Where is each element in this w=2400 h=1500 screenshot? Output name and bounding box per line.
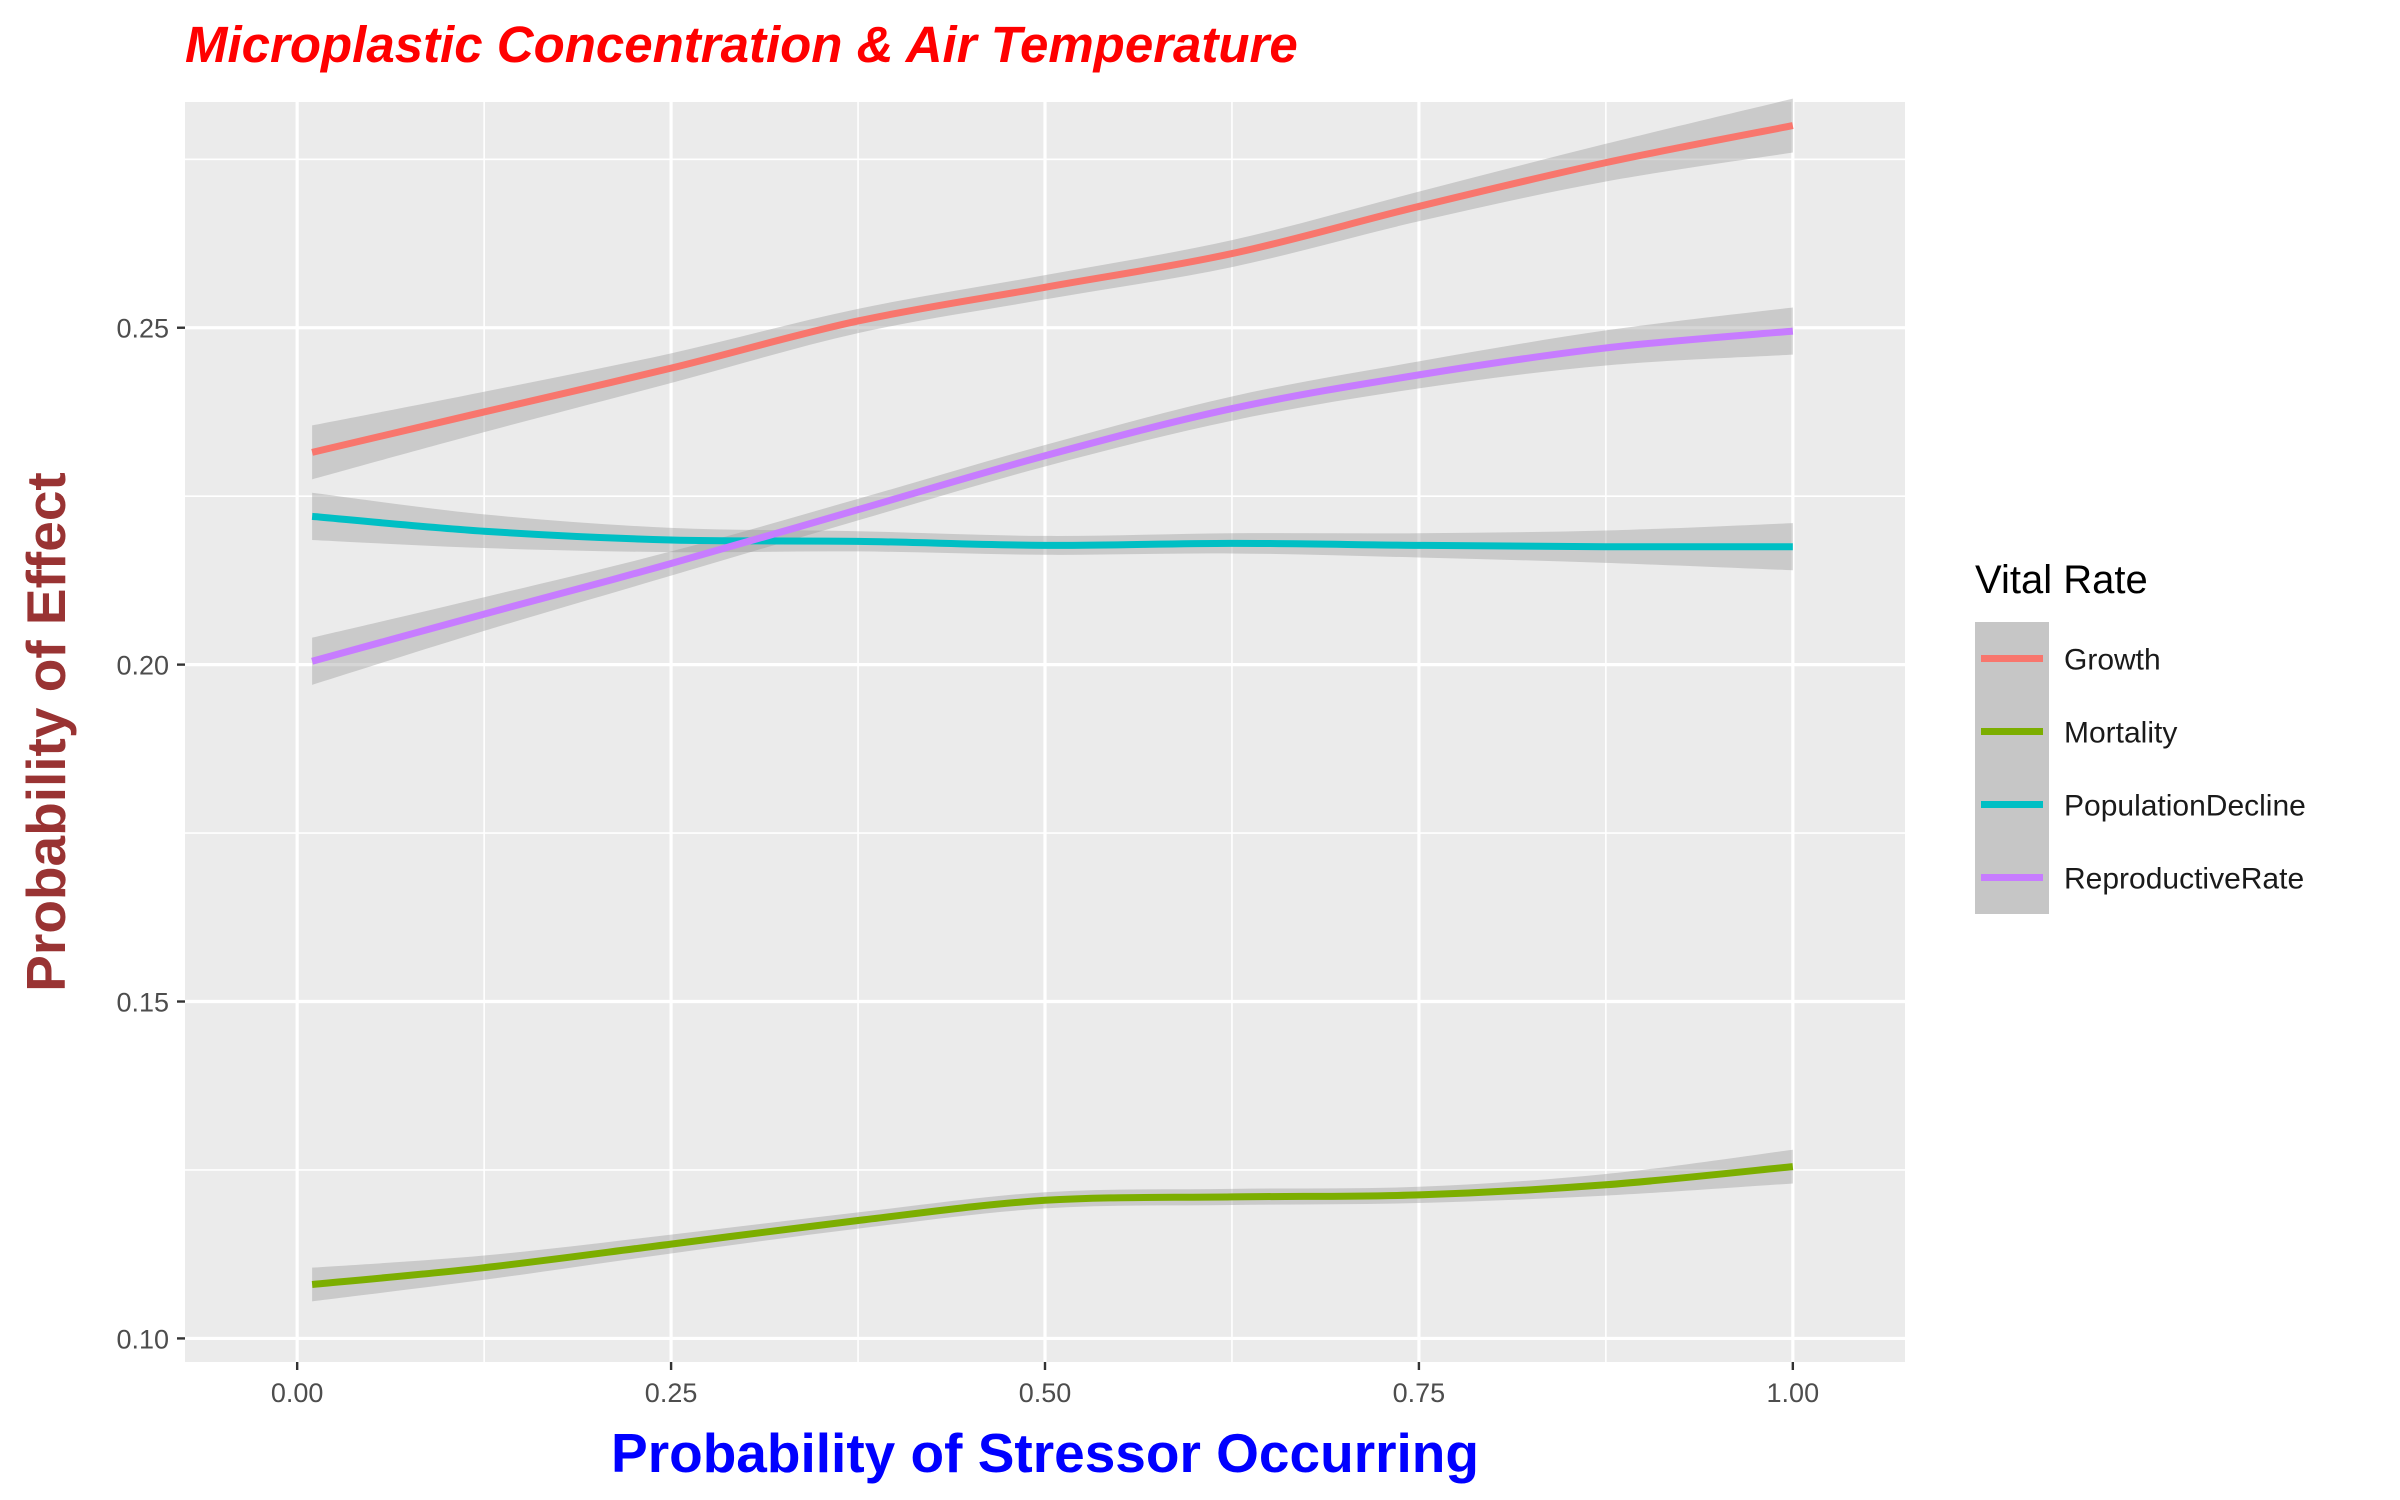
x-tick-label: 0.00 [271, 1378, 324, 1408]
legend-label-mortality: Mortality [2064, 717, 2177, 750]
series-lines [311, 122, 1794, 1288]
legend-items: Growth Mortality PopulationDecline Reproduc… [1975, 622, 2306, 914]
legend: Vital Rate Growth Mortality PopulationDecl… [1975, 558, 2306, 914]
y-axis-ticks: 0.10 0.15 0.20 0.25 [116, 314, 185, 1354]
y-tick-label: 0.15 [116, 988, 169, 1018]
series-line-reproductiverate [311, 327, 1794, 665]
x-tick-label: 0.25 [645, 1378, 698, 1408]
band-mortality [312, 1149, 1793, 1302]
x-tick-label: 0.75 [1393, 1378, 1446, 1408]
band-populationdecline [312, 492, 1793, 571]
legend-label-growth: Growth [2064, 644, 2161, 677]
x-axis-title: Probability of Stressor Occurring [611, 1422, 1479, 1484]
y-tick-label: 0.20 [116, 651, 169, 681]
legend-title: Vital Rate [1975, 558, 2148, 602]
legend-label-reproductiverate: ReproductiveRate [2064, 863, 2304, 896]
chart-title: Microplastic Concentration & Air Tempera… [185, 16, 1298, 73]
series-line-mortality [311, 1163, 1794, 1288]
x-axis-ticks: 0.00 0.25 0.50 0.75 1.00 [271, 1362, 1819, 1408]
y-tick-label: 0.10 [116, 1324, 169, 1354]
legend-label-populationdecline: PopulationDecline [2064, 790, 2306, 823]
y-axis-title: Probability of Effect [15, 472, 77, 992]
series-line-growth [311, 122, 1794, 456]
grid-major [185, 102, 1905, 1362]
x-tick-label: 0.50 [1019, 1378, 1072, 1408]
x-tick-label: 1.00 [1767, 1378, 1820, 1408]
series-line-populationdecline [311, 512, 1793, 551]
y-tick-label: 0.25 [116, 314, 169, 344]
